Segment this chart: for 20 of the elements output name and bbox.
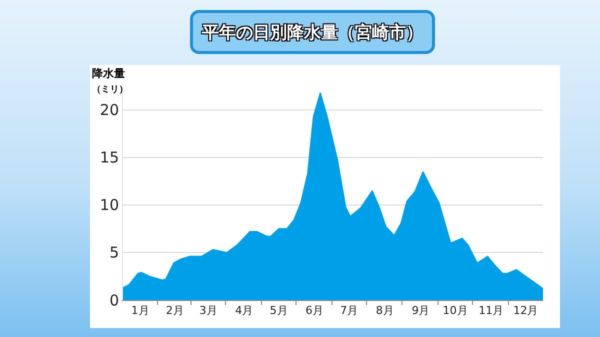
y-axis-title: 降水量 bbox=[92, 67, 125, 80]
y-tick-label: 0 bbox=[109, 291, 119, 310]
x-tick-label: 9月 bbox=[412, 304, 430, 318]
chart-title: 平年の日別降水量（宮崎市） bbox=[190, 10, 435, 54]
annotation: （ミリ） bbox=[92, 85, 128, 95]
x-tick-label: 1月 bbox=[131, 304, 150, 318]
y-tick-label: 20 bbox=[100, 101, 119, 120]
x-tick-label: 8月 bbox=[376, 304, 394, 318]
x-tick-label: 10月 bbox=[442, 304, 468, 318]
x-tick-label: 5月 bbox=[270, 304, 288, 318]
x-tick-label: 6月 bbox=[306, 304, 324, 318]
x-tick-label: 11月 bbox=[478, 304, 504, 318]
x-tick-label: 3月 bbox=[199, 304, 218, 318]
y-tick-label: 10 bbox=[100, 196, 119, 214]
y-tick-label: 5 bbox=[109, 244, 119, 262]
x-tick-label: 12月 bbox=[513, 304, 538, 318]
x-tick-label: 4月 bbox=[235, 304, 254, 318]
x-tick-label: 2月 bbox=[166, 304, 184, 318]
y-tick-label: 15 bbox=[100, 148, 119, 167]
x-tick-label: 7月 bbox=[340, 304, 358, 318]
